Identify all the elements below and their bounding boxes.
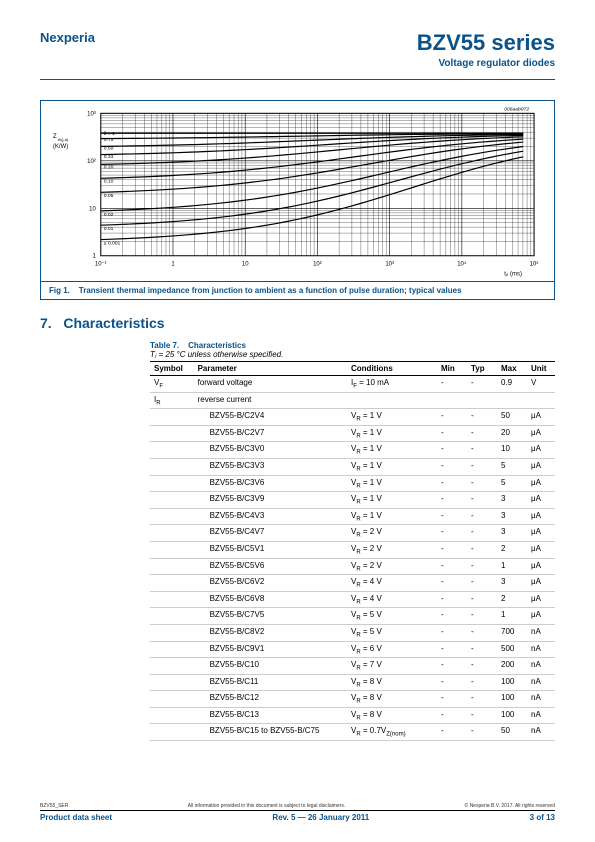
series-title: BZV55 series: [417, 30, 555, 56]
svg-text:0.50: 0.50: [104, 146, 114, 152]
table-number: Table 7.: [150, 341, 179, 350]
svg-text:tₚ (ms): tₚ (ms): [504, 272, 522, 278]
table-title: Table 7. Characteristics: [150, 341, 555, 350]
header-rule: [40, 79, 555, 80]
section-number: 7.: [40, 315, 52, 331]
table-row: BZV55-B/C15 to BZV55-B/C75VR = 0.7VZ(nom…: [150, 724, 555, 741]
page-number: 3 of 13: [530, 813, 555, 822]
col-header: Typ: [467, 362, 497, 376]
table-row: BZV55-B/C8V2VR = 5 V--700nA: [150, 624, 555, 641]
col-header: Unit: [527, 362, 555, 376]
svg-text:10⁵: 10⁵: [530, 261, 540, 268]
revision: Rev. 5 — 26 January 2011: [272, 813, 369, 822]
figure-caption: Fig 1. Transient thermal impedance from …: [41, 281, 554, 299]
svg-text:0.75: 0.75: [104, 137, 114, 143]
table-row: BZV55-B/C9V1VR = 6 V--500nA: [150, 641, 555, 658]
table-row: BZV55-B/C10VR = 7 V--200nA: [150, 658, 555, 675]
table-title-text: Characteristics: [188, 341, 246, 350]
table-row: BZV55-B/C4V3VR = 1 V--3μA: [150, 508, 555, 525]
svg-text:0.02: 0.02: [104, 212, 114, 218]
svg-text:0.20: 0.20: [104, 164, 114, 170]
table-row: BZV55-B/C3V0VR = 1 V--10μA: [150, 442, 555, 459]
section-7-heading: 7. Characteristics: [40, 315, 555, 331]
figure-caption-text: Transient thermal impedance from junctio…: [79, 286, 462, 295]
table-caption: Tⱼ = 25 °C unless otherwise specified.: [150, 350, 555, 359]
pds-label: Product data sheet: [40, 813, 112, 822]
table-7-block: Table 7. Characteristics Tⱼ = 25 °C unle…: [150, 341, 555, 741]
table-row: IRreverse current: [150, 392, 555, 409]
figure-1: 10⁻¹11010²10³10⁴10⁵11010²10³tₚ (ms)Zth(j…: [40, 100, 555, 300]
table-row: BZV55-B/C6V2VR = 4 V--3μA: [150, 575, 555, 592]
svg-text:Z: Z: [53, 134, 57, 140]
table-row: BZV55-B/C5V6VR = 2 V--1μA: [150, 558, 555, 575]
table-row: BZV55-B/C3V9VR = 1 V--3μA: [150, 492, 555, 509]
svg-text:0.10: 0.10: [104, 179, 114, 185]
characteristics-table: SymbolParameterConditionsMinTypMaxUnit V…: [150, 361, 555, 741]
table-row: BZV55-B/C4V7VR = 2 V--3μA: [150, 525, 555, 542]
svg-text:10: 10: [242, 262, 249, 268]
table-row: BZV55-B/C3V3VR = 1 V--5μA: [150, 458, 555, 475]
footer-bottom: Product data sheet Rev. 5 — 26 January 2…: [40, 813, 555, 822]
doc-id: BZV55_SER: [40, 803, 68, 809]
svg-text:10³: 10³: [87, 111, 96, 117]
table-row: BZV55-B/C3V6VR = 1 V--5μA: [150, 475, 555, 492]
table-row: BZV55-B/C11VR = 8 V--100nA: [150, 674, 555, 691]
svg-text:10²: 10²: [313, 262, 322, 268]
title-block: BZV55 series Voltage regulator diodes: [417, 30, 555, 69]
footer: BZV55_SER All information provided in th…: [40, 803, 555, 822]
company-name: Nexperia: [40, 30, 95, 45]
section-title: Characteristics: [63, 315, 164, 331]
col-header: Min: [437, 362, 467, 376]
svg-text:006aab072: 006aab072: [504, 106, 529, 112]
copyright: © Nexperia B.V. 2017. All rights reserve…: [465, 803, 556, 809]
svg-text:10⁴: 10⁴: [457, 261, 467, 268]
disclaimer: All information provided in this documen…: [188, 803, 346, 809]
table-row: BZV55-B/C12VR = 8 V--100nA: [150, 691, 555, 708]
svg-text:0.01: 0.01: [104, 226, 114, 232]
table-row: BZV55-B/C5V1VR = 2 V--2μA: [150, 541, 555, 558]
table-row: BZV55-B/C2V7VR = 1 V--20μA: [150, 425, 555, 442]
svg-text:0.33: 0.33: [104, 154, 114, 160]
table-row: VFforward voltageIF = 10 mA--0.9V: [150, 376, 555, 393]
figure-number: Fig 1.: [49, 286, 70, 295]
table-row: BZV55-B/C2V4VR = 1 V--50μA: [150, 409, 555, 426]
svg-text:10²: 10²: [87, 159, 96, 165]
table-row: BZV55-B/C7V5VR = 5 V--1μA: [150, 608, 555, 625]
col-header: Conditions: [347, 362, 437, 376]
svg-text:10⁻¹: 10⁻¹: [95, 262, 107, 268]
svg-text:(K/W): (K/W): [53, 144, 68, 150]
table-row: BZV55-B/C13VR = 8 V--100nA: [150, 707, 555, 724]
header: Nexperia BZV55 series Voltage regulator …: [0, 0, 595, 79]
svg-text:0.05: 0.05: [104, 193, 114, 199]
col-header: Symbol: [150, 362, 194, 376]
svg-text:10: 10: [89, 206, 96, 212]
svg-text:10³: 10³: [385, 262, 394, 268]
svg-text:th(j-a): th(j-a): [58, 137, 69, 142]
subtitle: Voltage regulator diodes: [417, 58, 555, 69]
col-header: Max: [497, 362, 527, 376]
col-header: Parameter: [194, 362, 347, 376]
footer-top: BZV55_SER All information provided in th…: [40, 803, 555, 811]
thermal-impedance-chart: 10⁻¹11010²10³10⁴10⁵11010²10³tₚ (ms)Zth(j…: [41, 101, 554, 281]
table-row: BZV55-B/C6V8VR = 4 V--2μA: [150, 591, 555, 608]
svg-text:≤ 0.001: ≤ 0.001: [104, 241, 121, 247]
